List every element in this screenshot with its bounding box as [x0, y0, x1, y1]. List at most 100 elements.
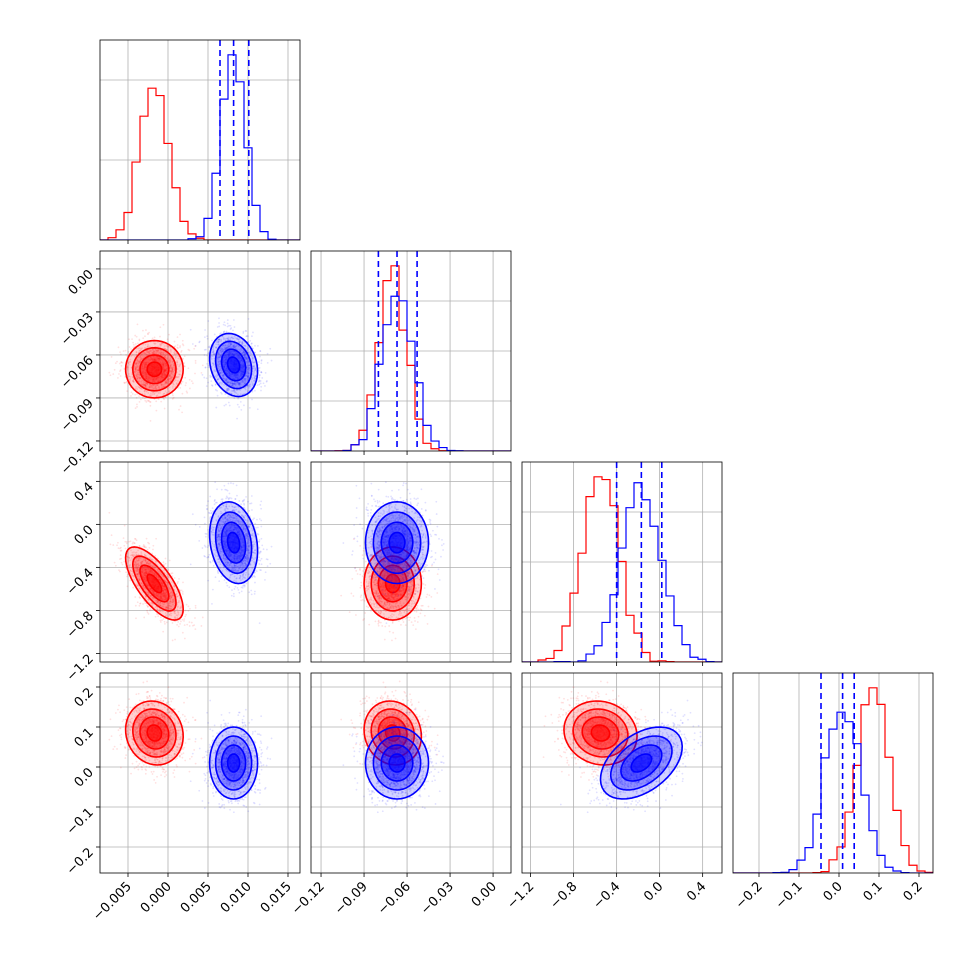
sample-point — [136, 358, 139, 361]
sample-point — [258, 369, 261, 372]
sample-point — [221, 392, 223, 395]
sample-point — [225, 330, 228, 333]
sample-point — [145, 375, 147, 378]
sample-point — [246, 371, 249, 373]
sample-point — [168, 587, 171, 590]
sample-point — [242, 499, 245, 502]
sample-point — [222, 377, 225, 380]
sample-point — [127, 362, 130, 365]
sample-point — [153, 590, 155, 593]
sample-point — [119, 554, 122, 557]
sample-point — [164, 369, 167, 371]
sample-point — [256, 408, 259, 411]
sample-point — [165, 371, 168, 374]
sample-point — [225, 507, 228, 510]
density-contour — [146, 361, 163, 378]
sample-point — [236, 557, 239, 560]
sample-point — [146, 592, 148, 594]
sample-point — [218, 356, 221, 358]
sample-point — [238, 345, 240, 348]
sample-point — [230, 346, 233, 349]
sample-point — [134, 564, 137, 567]
sample-point — [144, 377, 147, 379]
sample-point — [162, 561, 165, 564]
sample-point — [130, 574, 133, 576]
sample-point — [237, 383, 240, 386]
sample-point — [157, 351, 159, 353]
sample-point — [216, 378, 219, 381]
sample-point — [248, 383, 251, 386]
sample-point — [244, 379, 247, 382]
sample-point — [152, 355, 155, 358]
sample-point — [224, 379, 227, 382]
sample-point — [166, 604, 169, 607]
sample-point — [240, 343, 243, 346]
sample-point — [239, 361, 241, 363]
sample-point — [207, 320, 210, 322]
sample-point — [146, 382, 149, 385]
sample-point — [160, 400, 163, 403]
sample-point — [149, 595, 152, 598]
sample-point — [236, 373, 239, 376]
sample-point — [245, 357, 248, 360]
sample-point — [233, 344, 236, 347]
sample-point — [194, 345, 197, 348]
sample-point — [249, 350, 251, 353]
sample-point — [176, 601, 179, 604]
sample-point — [239, 370, 241, 373]
sample-point — [243, 352, 246, 355]
sample-point — [215, 376, 218, 379]
sample-point — [125, 567, 127, 570]
sample-point — [144, 389, 147, 392]
sample-point — [212, 345, 215, 348]
sample-point — [237, 382, 240, 385]
sample-point — [221, 348, 223, 351]
sample-point — [141, 566, 144, 569]
sample-point — [141, 571, 144, 573]
sample-point — [171, 397, 174, 400]
sample-point — [162, 363, 165, 366]
sample-point — [171, 639, 174, 642]
sample-point — [194, 362, 197, 364]
sample-point — [224, 348, 227, 351]
sample-point — [237, 382, 240, 385]
sample-point — [130, 395, 132, 397]
sample-point — [223, 383, 226, 386]
sample-point — [266, 352, 269, 355]
sample-point — [144, 363, 146, 366]
sample-point — [165, 364, 168, 367]
sample-point — [204, 366, 207, 369]
sample-point — [162, 368, 165, 371]
sample-point — [160, 383, 163, 386]
sample-point — [141, 370, 143, 373]
sample-point — [148, 331, 150, 334]
sample-point — [153, 392, 156, 395]
sample-point — [139, 602, 142, 605]
sample-point — [168, 359, 171, 362]
sample-point — [143, 364, 146, 367]
sample-point — [234, 378, 237, 381]
sample-point — [236, 356, 239, 359]
sample-point — [176, 368, 179, 370]
sample-point — [239, 543, 242, 545]
sample-point — [165, 598, 168, 601]
sample-point — [206, 354, 208, 357]
sample-point — [148, 385, 151, 388]
sample-point — [233, 557, 236, 560]
sample-point — [241, 341, 244, 344]
sample-point — [156, 350, 158, 353]
sample-point — [152, 387, 155, 390]
sample-point — [155, 377, 158, 379]
sample-point — [248, 557, 250, 560]
sample-point — [247, 375, 250, 377]
sample-point — [138, 386, 141, 389]
sample-point — [161, 386, 164, 389]
sample-point — [237, 373, 240, 376]
sample-point — [146, 609, 148, 612]
sample-point — [234, 498, 237, 500]
sample-point — [233, 390, 236, 393]
sample-point — [151, 597, 154, 599]
sample-point — [239, 533, 241, 536]
sample-point — [219, 372, 222, 375]
